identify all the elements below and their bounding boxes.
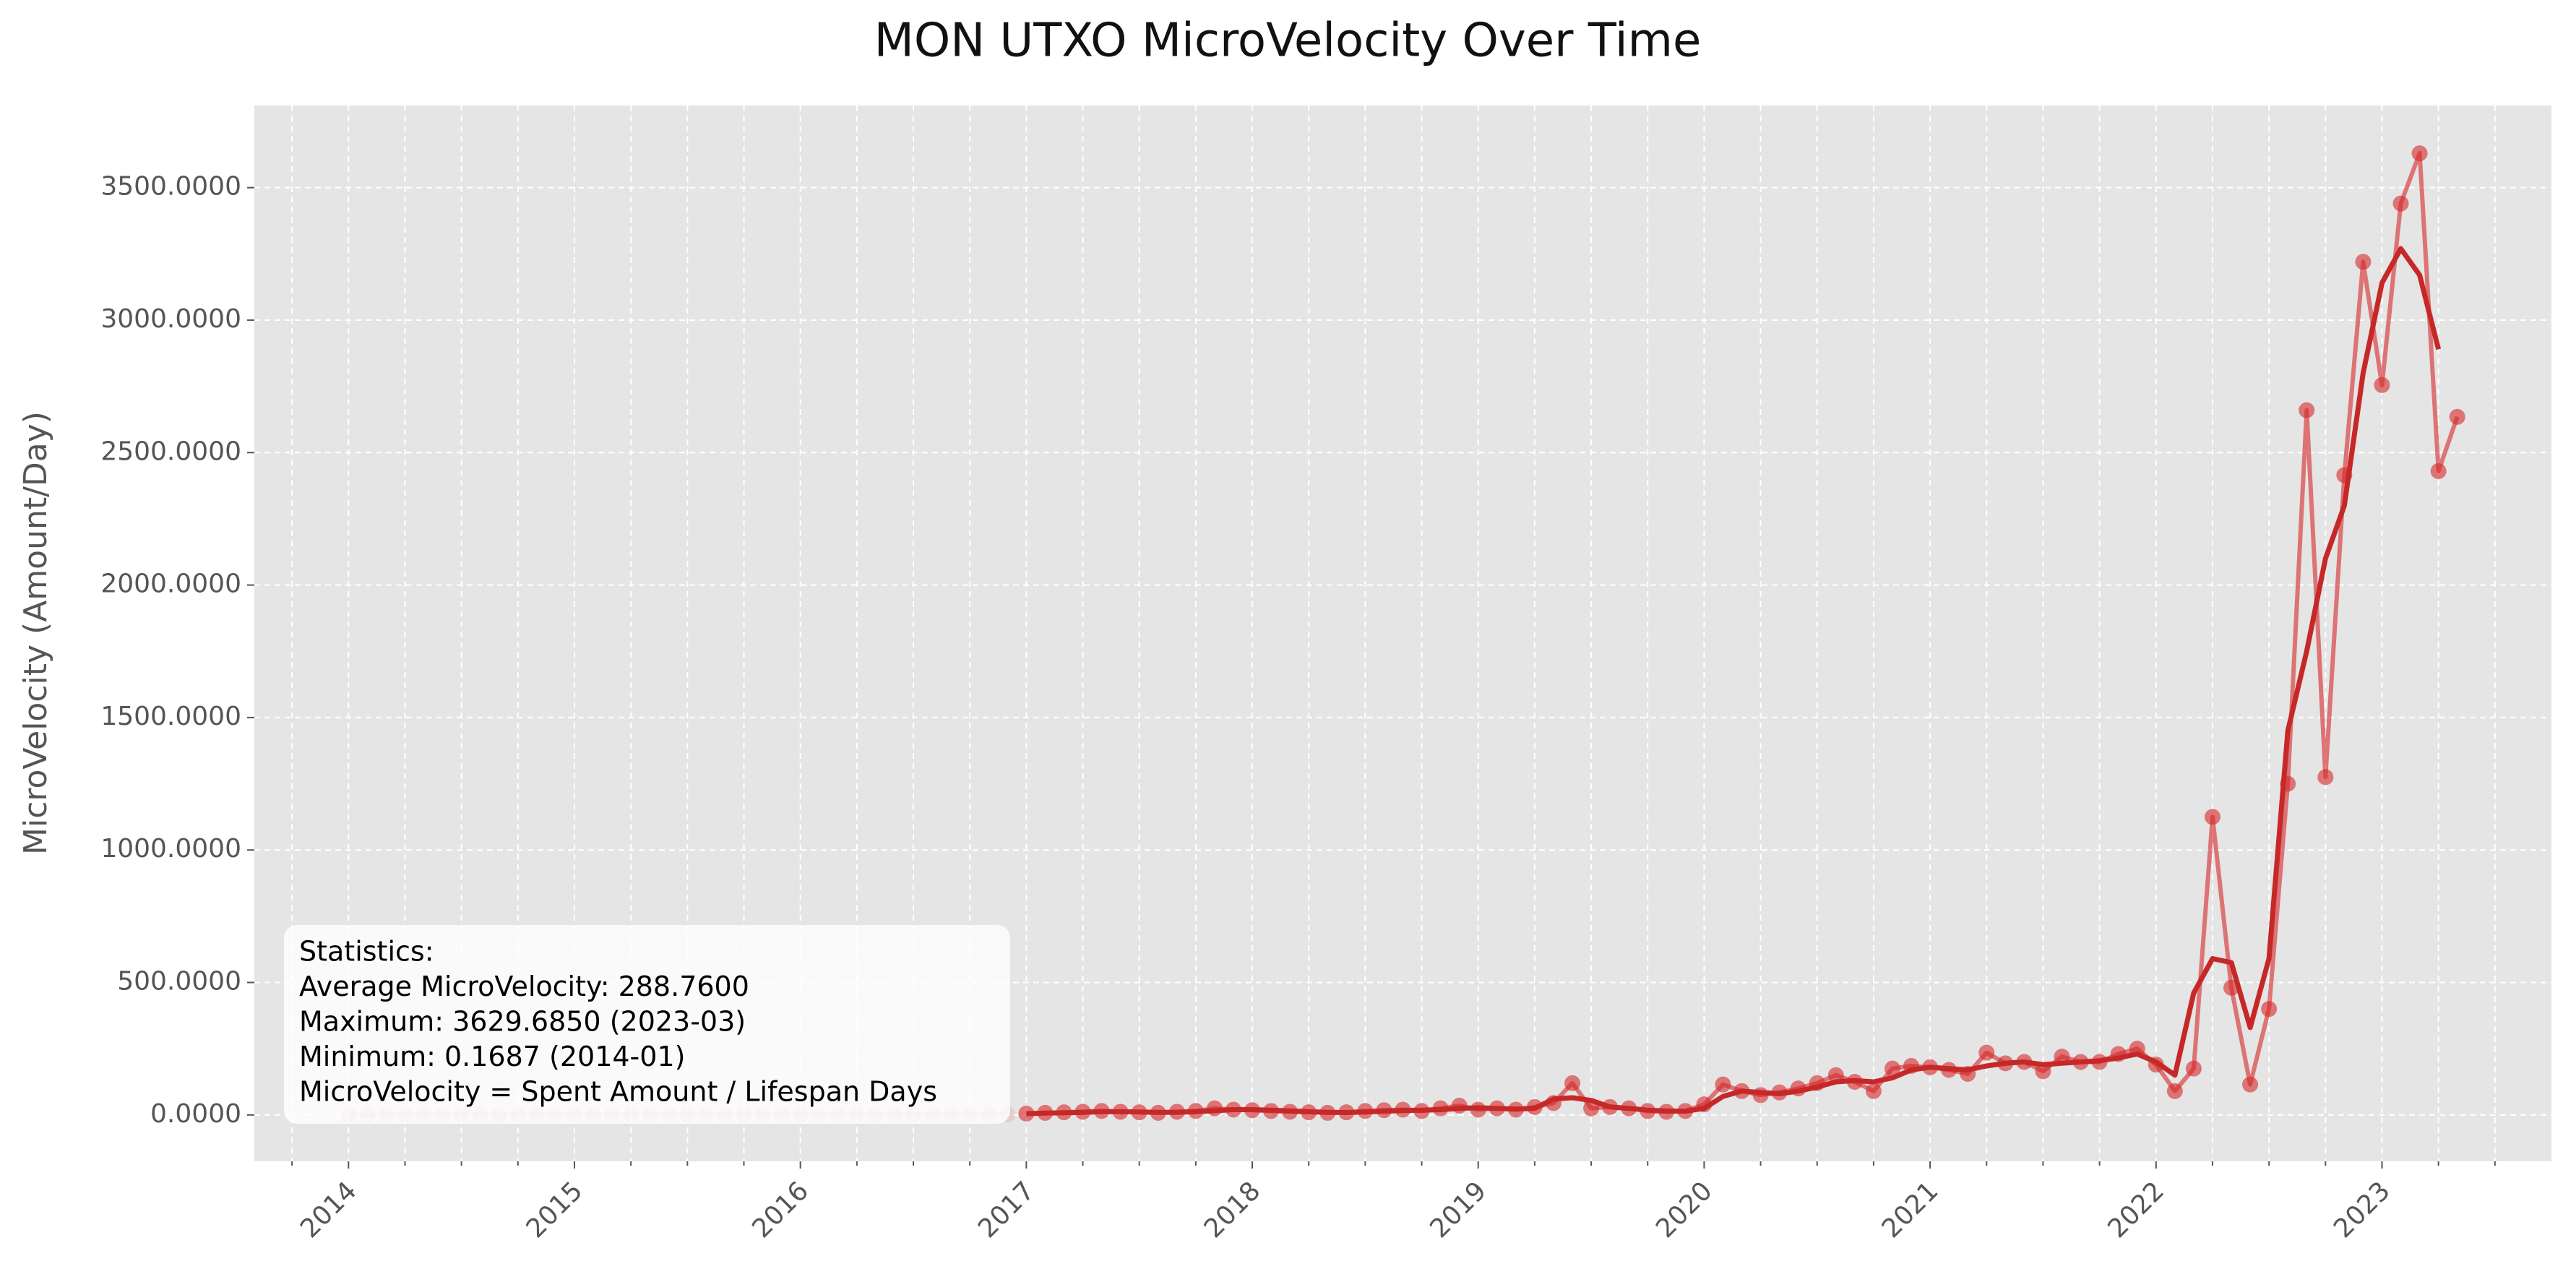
- point: [2261, 1001, 2278, 1018]
- x-tick-label: 2020: [1650, 1176, 1718, 1244]
- point: [2449, 408, 2465, 425]
- point: [2355, 254, 2372, 270]
- y-tick-label: 0.0000: [150, 1099, 241, 1129]
- grid: [254, 106, 2551, 1161]
- x-tick-label: 2019: [1424, 1176, 1492, 1244]
- stats-line: Maximum: 3629.6850 (2023-03): [299, 1006, 746, 1038]
- point: [1018, 1106, 1035, 1122]
- stats-line: Average MicroVelocity: 288.7600: [299, 971, 749, 1002]
- stats-line: MicroVelocity = Spent Amount / Lifespan …: [299, 1076, 937, 1108]
- point: [2430, 463, 2447, 479]
- stats-line: Statistics:: [299, 936, 434, 968]
- y-tick-label: 500.0000: [117, 967, 241, 997]
- y-tick-label: 1000.0000: [100, 834, 241, 864]
- x-tick-label: 2015: [521, 1176, 589, 1244]
- stats-box: [284, 925, 1010, 1124]
- x-tick-label: 2022: [2102, 1176, 2170, 1244]
- x-tick-label: 2014: [295, 1176, 363, 1244]
- point: [2185, 1060, 2202, 1077]
- point: [1715, 1076, 1731, 1093]
- stats: Statistics:Average MicroVelocity: 288.76…: [299, 936, 937, 1108]
- point: [2392, 195, 2409, 212]
- point: [1978, 1044, 1995, 1061]
- y-tick-label: 2000.0000: [100, 569, 241, 599]
- point: [2317, 769, 2334, 786]
- point: [2374, 377, 2390, 393]
- y-tick-label: 2500.0000: [100, 436, 241, 466]
- point: [2204, 809, 2220, 825]
- x-tick-label: 2018: [1199, 1176, 1267, 1244]
- chart-title: MON UTXO MicroVelocity Over Time: [874, 14, 1702, 68]
- point: [2035, 1063, 2051, 1080]
- y-tick-label: 3500.0000: [100, 172, 241, 202]
- x-tick-label: 2017: [973, 1176, 1041, 1244]
- x-tick-label: 2016: [746, 1176, 814, 1244]
- stats-line: Minimum: 0.1687 (2014-01): [299, 1041, 685, 1072]
- point: [2166, 1083, 2183, 1099]
- y-axis-label: MicroVelocity (Amount/Day): [17, 411, 54, 855]
- point: [2242, 1076, 2259, 1093]
- point: [1884, 1060, 1900, 1077]
- marks: [340, 145, 2465, 1123]
- y-tick-label: 1500.0000: [100, 702, 241, 731]
- point: [2411, 145, 2428, 162]
- series-line: [1026, 246, 2442, 1117]
- point: [1564, 1075, 1581, 1091]
- point: [2299, 402, 2315, 418]
- y-tick-label: 3000.0000: [100, 304, 241, 334]
- point: [1865, 1083, 1882, 1099]
- x-tick-label: 2021: [1877, 1176, 1944, 1244]
- x-tick-label: 2023: [2328, 1176, 2396, 1244]
